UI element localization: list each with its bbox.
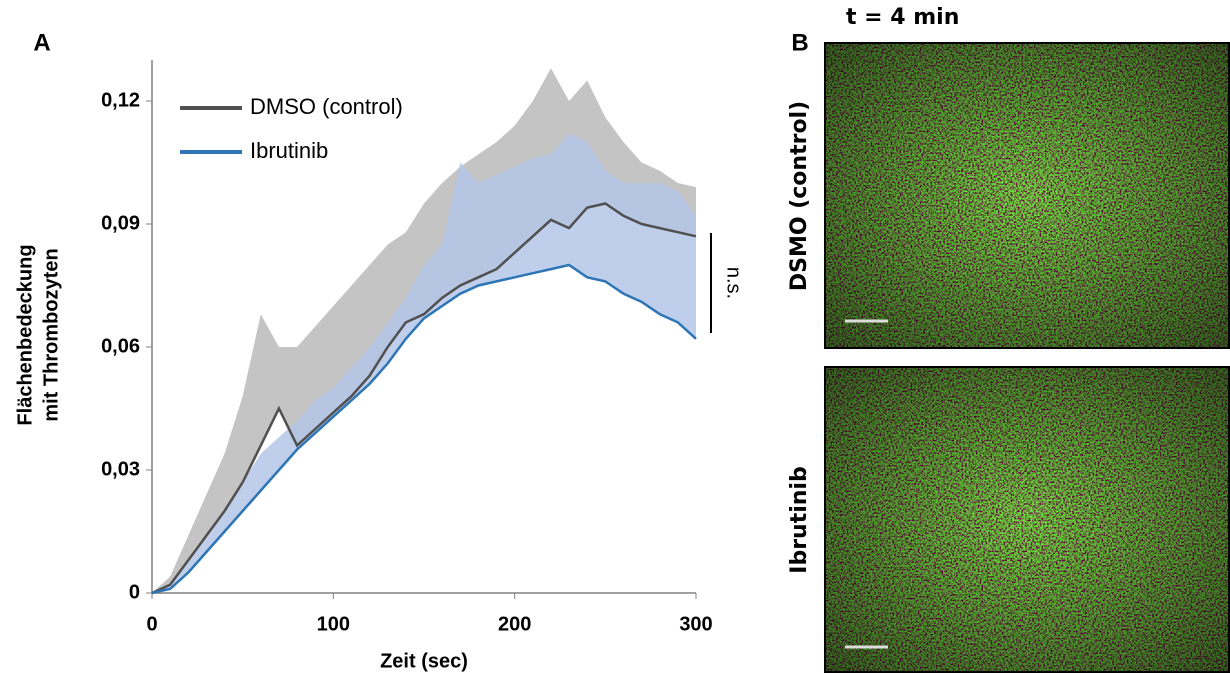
image-title: t = 4 min	[846, 5, 959, 30]
y-tick-label: 0,12	[101, 89, 140, 111]
y-tick-label: 0,09	[101, 212, 140, 234]
x-axis-title: Zeit (sec)	[380, 650, 468, 672]
legend-label: Ibrutinib	[250, 138, 328, 163]
y-tick-label: 0,03	[101, 458, 140, 480]
series-line	[151, 202, 697, 595]
micrograph	[824, 42, 1230, 349]
panel-label: B	[791, 29, 808, 56]
y-tick-label: 0,06	[101, 335, 140, 357]
row-label: Ibrutinib	[787, 466, 812, 573]
x-tick-label: 300	[679, 613, 712, 635]
x-tick-label: 200	[498, 613, 531, 635]
panel-label: A	[33, 29, 50, 56]
series-line	[151, 263, 697, 595]
row-label: DSMO (control)	[787, 101, 812, 291]
x-tick-label: 0	[146, 613, 157, 635]
micrograph	[824, 366, 1230, 673]
significance-label: n.s.	[723, 267, 745, 299]
x-tick-label: 100	[317, 613, 350, 635]
error-band	[152, 133, 696, 594]
y-axis-title: Flächenbedeckung	[14, 244, 36, 425]
y-tick-label: 0	[129, 581, 140, 603]
y-axis-title: mit Thrombozyten	[40, 248, 62, 421]
legend-label: DMSO (control)	[250, 94, 403, 119]
